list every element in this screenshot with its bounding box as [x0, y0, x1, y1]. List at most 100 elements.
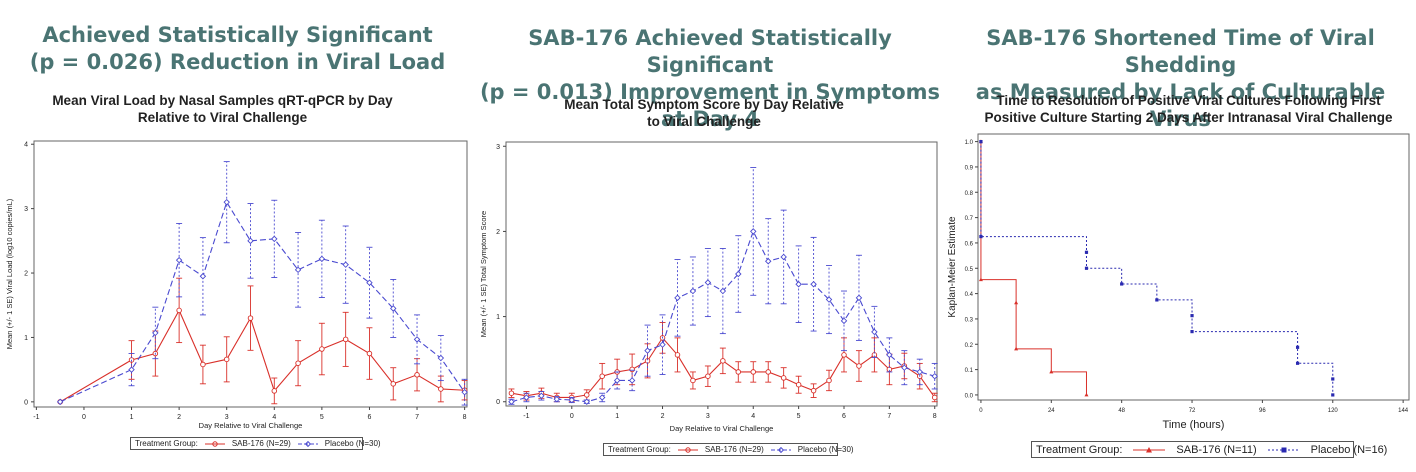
- sab-176-km-curve: [980, 141, 1087, 395]
- sab-176-event-marker: [1014, 346, 1019, 351]
- y-tick-label: 1.0: [965, 140, 974, 146]
- sab-176-event-marker: [978, 277, 983, 282]
- sab-176-point: [690, 377, 696, 384]
- y-tick-label: 3: [496, 144, 500, 151]
- legend-sab-label: SAB-176 (N=29): [231, 439, 291, 448]
- placebo-point: [704, 279, 712, 286]
- legend-title: Treatment Group:: [608, 445, 671, 454]
- sab-176-point: [599, 373, 605, 379]
- headline-line-2: (p = 0.026) Reduction in Viral Load: [29, 50, 446, 74]
- sab-176-point: [584, 392, 590, 398]
- x-axis-label: Day Relative to Viral Challenge: [670, 424, 774, 433]
- placebo-point: [825, 296, 833, 303]
- placebo-point: [128, 366, 135, 373]
- headline-line-2: as Measured by Lack of Culturable Virus: [975, 80, 1386, 131]
- placebo-point: [795, 280, 802, 288]
- legend-placebo-marker: [770, 446, 791, 453]
- y-axis-label: Mean (+/- 1 SE) Viral Load (log10 copies…: [5, 198, 14, 349]
- y-axis-label: Kaplan-Meier Estimate: [947, 216, 958, 318]
- plot-frame: [977, 133, 1410, 401]
- sab-176-point: [200, 361, 206, 368]
- x-tick-label: 72: [1189, 408, 1196, 414]
- x-tick-label: 5: [797, 413, 801, 420]
- placebo-point: [223, 198, 230, 206]
- placebo-point: [538, 392, 545, 400]
- placebo-event-marker: [1295, 345, 1300, 349]
- y-tick-label: 0.6: [965, 241, 974, 247]
- placebo-point: [855, 294, 863, 302]
- sab-176-point: [342, 336, 349, 343]
- viral-load-panel: Achieved Statistically Significant (p = …: [0, 0, 475, 472]
- placebo-point: [199, 273, 207, 280]
- placebo-point: [871, 328, 878, 336]
- symptom-score-chart: 0 1 2 3 -1 0 1 2 3 4 5 6 7 8 Day Relative to Viral Cha…: [479, 141, 938, 433]
- placebo-point: [366, 279, 373, 286]
- placebo-event-marker: [1295, 361, 1300, 365]
- placebo-point: [318, 255, 326, 263]
- legend-placebo-label: Placebo (N=30): [797, 445, 854, 454]
- x-tick-label: 24: [1048, 408, 1055, 414]
- legend-sab-marker: [204, 440, 225, 447]
- x-tick-label: 4: [751, 413, 755, 420]
- legend-title: Treatment Group:: [1036, 443, 1123, 456]
- sab-176-point: [223, 356, 230, 363]
- y-tick-label: 1: [24, 335, 28, 342]
- symptom-legend: Treatment Group: SAB-176 (N=29) Placebo …: [603, 443, 854, 456]
- x-tick-label: 2: [177, 414, 181, 421]
- placebo-event-marker: [1331, 377, 1335, 381]
- sab-176-point: [319, 346, 325, 352]
- placebo-event-marker: [979, 235, 983, 239]
- placebo-point: [916, 368, 923, 376]
- placebo-point: [689, 287, 697, 295]
- x-tick-label: 8: [933, 413, 937, 420]
- sab-176-point: [295, 360, 301, 366]
- x-tick-label: 5: [320, 414, 324, 421]
- placebo-point: [674, 294, 681, 302]
- subtitle-line-1: Time to Resolution of Positive Viral Cul…: [996, 93, 1381, 108]
- placebo-point: [508, 398, 515, 405]
- placebo-point: [568, 396, 576, 404]
- kaplan-meier-chart: 0.0 0.1 0.2 0.3 0.4 0.5 0.6 0.7 0.8 0.9 1.0 0 24 48 72…: [947, 133, 1410, 431]
- sab-176-point: [750, 369, 757, 375]
- sab-176-point: [247, 315, 254, 321]
- placebo-point: [523, 394, 530, 401]
- placebo-point: [437, 354, 445, 362]
- legend-placebo-label: Placebo (N=30): [324, 439, 381, 448]
- sab-176-point: [810, 387, 817, 394]
- placebo-event-marker: [1120, 282, 1124, 286]
- legend-title: Treatment Group:: [135, 439, 198, 448]
- placebo-point: [152, 329, 159, 337]
- headline-line-1: Achieved Statistically Significant: [42, 23, 433, 47]
- x-tick-label: 1: [130, 414, 134, 421]
- y-tick-label: 0: [496, 399, 500, 406]
- legend-placebo-label: Placebo (N=16): [1310, 443, 1388, 456]
- placebo-point: [931, 372, 938, 380]
- viral-load-headline: Achieved Statistically Significant (p = …: [0, 22, 475, 76]
- legend-sab-marker: [1133, 446, 1166, 452]
- sab-176-point: [931, 394, 938, 401]
- legend-placebo-marker: [297, 440, 318, 447]
- sab-176-line: [59, 309, 465, 403]
- headline-line-2: (p = 0.013) Improvement in Symptoms at D…: [479, 80, 941, 131]
- placebo-event-marker: [1190, 330, 1194, 334]
- x-axis-label: Day Relative to Viral Challenge: [199, 421, 303, 430]
- x-tick-label: 120: [1328, 408, 1339, 414]
- x-tick-label: -1: [33, 414, 39, 421]
- placebo-point: [764, 257, 772, 265]
- symptom-score-panel: SAB-176 Achieved Statistically Significa…: [475, 0, 945, 472]
- y-tick-label: 0: [24, 399, 28, 406]
- y-tick-label: 0.8: [965, 191, 974, 197]
- placebo-point: [583, 398, 590, 405]
- sab-176-point: [705, 373, 711, 379]
- x-tick-label: 3: [225, 414, 229, 421]
- y-tick-label: 3: [24, 206, 28, 213]
- x-tick-label: 7: [415, 414, 419, 421]
- x-tick-label: 6: [368, 414, 372, 421]
- placebo-point: [719, 287, 727, 295]
- y-tick-label: 0.4: [965, 292, 974, 298]
- sab-176-point: [438, 386, 444, 392]
- headline-line-1: SAB-176 Achieved Statistically Significa…: [528, 26, 892, 77]
- x-tick-label: 0: [82, 414, 86, 421]
- sab-176-point: [720, 358, 726, 364]
- y-tick-label: 4: [24, 142, 28, 149]
